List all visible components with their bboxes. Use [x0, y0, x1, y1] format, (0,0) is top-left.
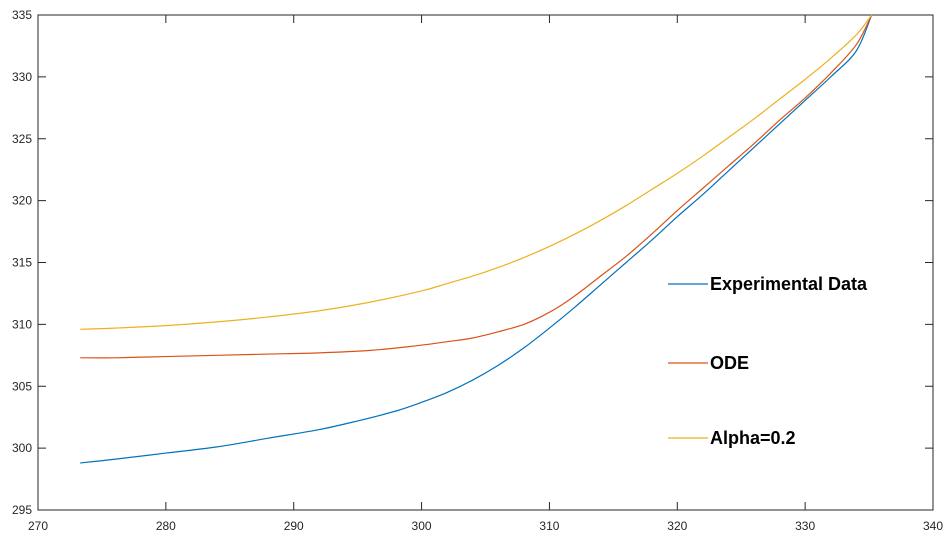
series-line-0: [80, 14, 873, 464]
y-tick-label: 325: [12, 132, 32, 146]
y-tick-label: 335: [12, 8, 32, 22]
y-tick-label: 310: [12, 317, 32, 331]
x-tick-label: 340: [923, 519, 943, 533]
legend-label: Experimental Data: [710, 274, 868, 294]
y-tick-label: 295: [12, 503, 32, 517]
x-tick-label: 280: [156, 519, 176, 533]
y-tick-label: 305: [12, 379, 32, 393]
axis-layer: 270 280 290 300 310 320 330 340 295 300 305 310 315 3…: [12, 8, 943, 533]
legend: Experimental Data ODE Alpha=0.2: [668, 274, 868, 448]
plot-area-frame: [37, 14, 934, 511]
y-tick-label: 300: [12, 441, 32, 455]
x-tick-label: 270: [28, 519, 48, 533]
x-tick-label: 320: [667, 519, 687, 533]
series-line-2: [80, 14, 873, 330]
series-line-1: [80, 14, 873, 359]
y-tick-label: 320: [12, 194, 32, 208]
legend-label: Alpha=0.2: [710, 428, 796, 448]
x-tick-label: 330: [795, 519, 815, 533]
series-layer: [80, 14, 873, 464]
y-tick-label: 315: [12, 256, 32, 270]
x-tick-label: 290: [284, 519, 304, 533]
y-tick-label: 330: [12, 70, 32, 84]
legend-label: ODE: [710, 353, 749, 373]
x-tick-label: 300: [412, 519, 432, 533]
x-tick-label: 310: [539, 519, 559, 533]
